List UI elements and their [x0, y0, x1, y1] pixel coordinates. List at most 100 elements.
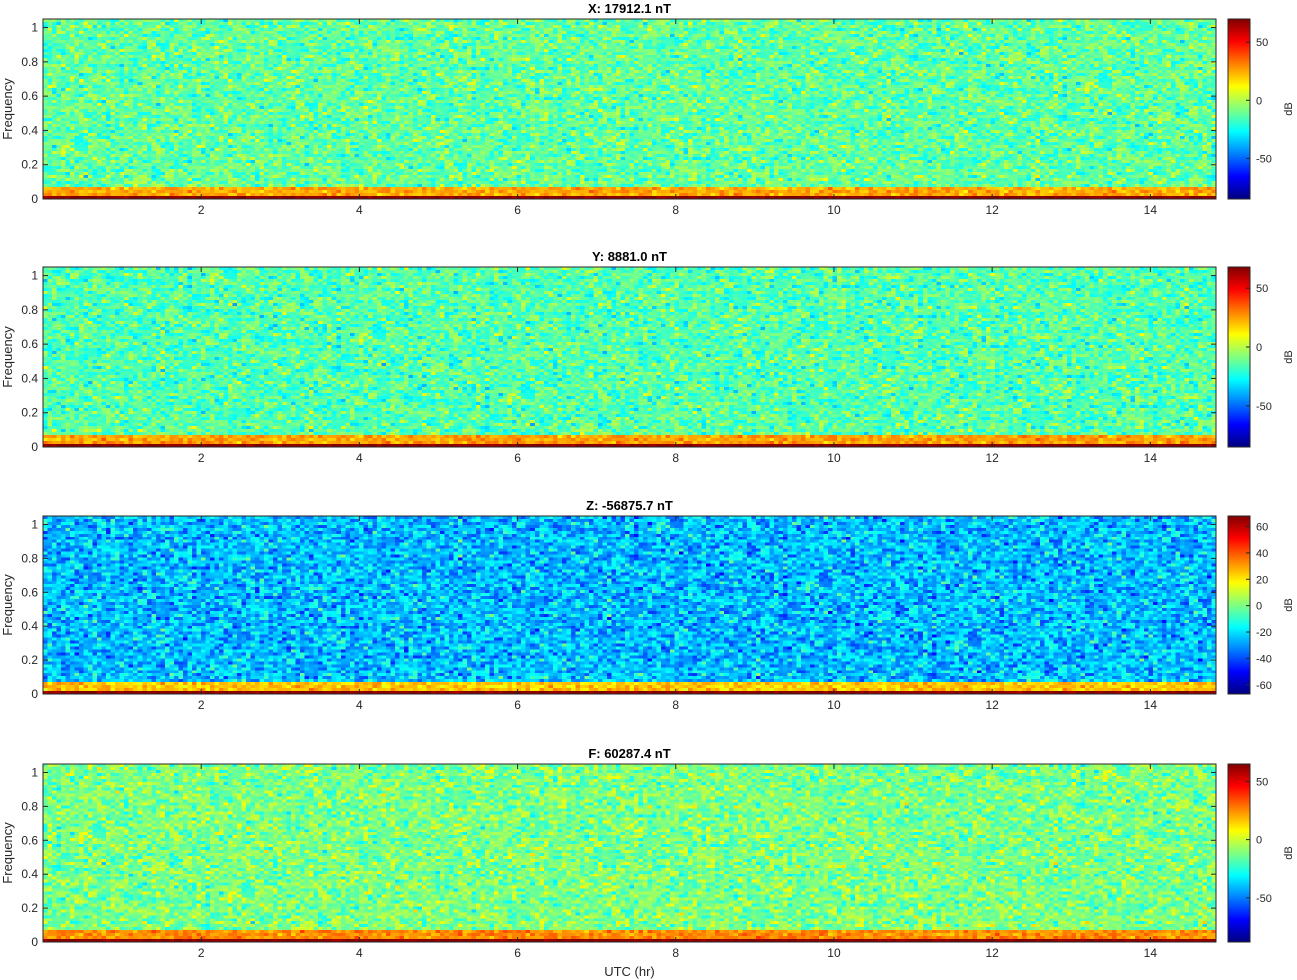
y-tick-label: 0.6 [21, 833, 38, 847]
spectrogram-image [43, 764, 1216, 942]
x-tick-label: 12 [985, 451, 999, 465]
panel-title: Z: -56875.7 nT [586, 498, 673, 513]
x-tick-label: 8 [672, 946, 679, 960]
colorbar-label: dB [1283, 598, 1295, 611]
y-tick-label: 0.8 [21, 551, 38, 565]
colorbar-label: dB [1283, 846, 1295, 859]
y-tick-label: 0.6 [21, 89, 38, 103]
spectrogram-panel-2: 2 4 6 8 10 12 14 0 0.2 0.4 0.6 0.8 1 Y: 8881.0 nT Freq… [0, 249, 1295, 465]
spectrogram-image [43, 516, 1216, 694]
colorbar-tick-label: 20 [1256, 574, 1268, 586]
x-tick-label: 2 [198, 451, 205, 465]
x-tick-label: 6 [514, 946, 521, 960]
colorbar-gradient [1227, 515, 1251, 695]
y-tick-label: 0.8 [21, 55, 38, 69]
x-tick-label: 8 [672, 698, 679, 712]
y-tick-label: 0.8 [21, 799, 38, 813]
y-axis-label: Frequency [0, 78, 15, 140]
panel-title: X: 17912.1 nT [588, 1, 671, 16]
x-tick-label: 6 [514, 451, 521, 465]
x-tick-label: 2 [198, 698, 205, 712]
colorbar-gradient [1227, 266, 1251, 448]
y-tick-label: 0.4 [21, 371, 38, 385]
x-tick-label: 14 [1144, 946, 1158, 960]
x-tick-label: 14 [1144, 203, 1158, 217]
y-tick-label: 0.2 [21, 158, 38, 172]
x-tick-label: 2 [198, 946, 205, 960]
colorbar-tick-label: -50 [1256, 153, 1272, 165]
colorbar-tick-label: -50 [1256, 893, 1272, 905]
plot-frame [42, 18, 1217, 200]
x-tick-label: 4 [356, 203, 363, 217]
colorbar-tick-label: 0 [1256, 95, 1262, 107]
plot-frame [42, 515, 1217, 695]
y-tick-label: 0.4 [21, 619, 38, 633]
colorbar-tick-label: 40 [1256, 548, 1268, 560]
x-tick-label: 6 [514, 698, 521, 712]
y-tick-label: 0.2 [21, 653, 38, 667]
y-tick-label: 0.2 [21, 901, 38, 915]
x-tick-label: 12 [985, 203, 999, 217]
colorbar: -50 0 50 dB [1227, 266, 1295, 448]
spectrogram-panel-3: 2 4 6 8 10 12 14 0 0.2 0.4 0.6 0.8 1 Z: -56875.7 nT Fr… [0, 498, 1295, 712]
y-tick-label: 1 [31, 765, 38, 779]
x-tick-label: 14 [1144, 451, 1158, 465]
y-tick-label: 1 [31, 517, 38, 531]
y-tick-label: 0 [31, 440, 38, 454]
x-tick-label: 12 [985, 946, 999, 960]
colorbar-tick-label: 0 [1256, 342, 1262, 354]
y-tick-label: 0.2 [21, 406, 38, 420]
plot-frame [42, 763, 1217, 943]
y-tick-label: 0 [31, 192, 38, 206]
colorbar-gradient [1227, 18, 1251, 200]
colorbar-tick-label: 60 [1256, 522, 1268, 534]
x-tick-label: 10 [827, 698, 841, 712]
colorbar-tick-label: -40 [1256, 653, 1272, 665]
y-tick-label: 0.4 [21, 123, 38, 137]
colorbar: -50 0 50 dB [1227, 763, 1295, 943]
spectrogram-image [43, 19, 1216, 199]
colorbar-label: dB [1283, 350, 1295, 363]
x-tick-label: 4 [356, 451, 363, 465]
y-tick-label: 1 [31, 269, 38, 283]
x-axis-label: UTC (hr) [604, 964, 655, 979]
y-tick-label: 1 [31, 21, 38, 35]
y-tick-label: 0.8 [21, 303, 38, 317]
spectrogram-panel-1: 2 4 6 8 10 12 14 0 0.2 0.4 0.6 0.8 1 X: 17912.1 nT Fre… [0, 1, 1295, 217]
y-tick-label: 0 [31, 687, 38, 701]
x-tick-label: 10 [827, 451, 841, 465]
x-tick-label: 14 [1144, 698, 1158, 712]
x-tick-label: 12 [985, 698, 999, 712]
y-axis-label: Frequency [0, 822, 15, 884]
spectrogram-panel-4: 2 4 6 8 10 12 14 0 0.2 0.4 0.6 0.8 1 F: 60287.4 nT Fre… [0, 746, 1295, 979]
colorbar-tick-label: 0 [1256, 601, 1262, 613]
y-axis-label: Frequency [0, 326, 15, 388]
y-tick-label: 0 [31, 935, 38, 949]
x-tick-label: 10 [827, 946, 841, 960]
x-tick-label: 6 [514, 203, 521, 217]
colorbar: -50 0 50 dB [1227, 18, 1295, 200]
x-tick-label: 2 [198, 203, 205, 217]
colorbar-tick-label: 50 [1256, 283, 1268, 295]
colorbar-tick-label: -50 [1256, 401, 1272, 413]
colorbar-tick-label: 50 [1256, 37, 1268, 49]
x-tick-label: 8 [672, 451, 679, 465]
colorbar-tick-label: -60 [1256, 680, 1272, 692]
colorbar-tick-label: 0 [1256, 835, 1262, 847]
plot-frame [42, 266, 1217, 448]
x-tick-label: 10 [827, 203, 841, 217]
y-tick-label: 0.6 [21, 585, 38, 599]
x-tick-label: 4 [356, 698, 363, 712]
colorbar-tick-label: -20 [1256, 627, 1272, 639]
spectrogram-image [43, 267, 1216, 447]
colorbar: -60 -40 -20 0 20 40 60 dB [1227, 515, 1295, 695]
x-tick-label: 8 [672, 203, 679, 217]
x-tick-label: 4 [356, 946, 363, 960]
colorbar-tick-label: 50 [1256, 776, 1268, 788]
colorbar-label: dB [1283, 102, 1295, 115]
panel-title: F: 60287.4 nT [588, 746, 670, 761]
y-tick-label: 0.6 [21, 337, 38, 351]
panel-title: Y: 8881.0 nT [592, 249, 667, 264]
y-axis-label: Frequency [0, 574, 15, 636]
